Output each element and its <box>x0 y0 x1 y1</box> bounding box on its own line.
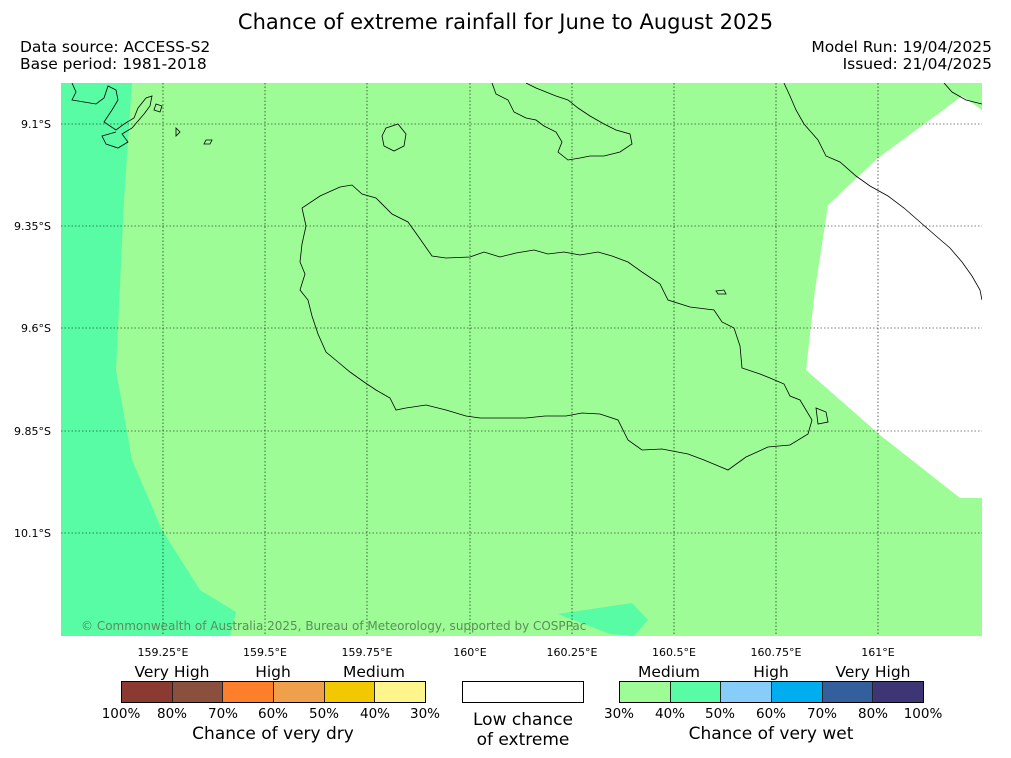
low-chance-line2: of extreme <box>476 730 570 750</box>
lon-label: 159.25°E <box>138 646 189 659</box>
lat-label: 9.1°S <box>21 118 51 131</box>
dry-tick: 30% <box>409 706 441 722</box>
island-main <box>299 184 813 471</box>
lon-label: 160.25°E <box>547 646 598 659</box>
lon-label: 160.5°E <box>652 646 696 659</box>
lat-label: 10.1°S <box>14 527 51 540</box>
coast-far-northeast <box>943 83 982 105</box>
islet-southeast <box>815 407 829 425</box>
run-info: Model Run: 19/04/2025 Issued: 21/04/2025 <box>811 39 992 73</box>
source-info: Data source: ACCESS-S2 Base period: 1981… <box>20 39 210 73</box>
dry-tick: 100% <box>101 706 141 722</box>
lon-label: 160.75°E <box>751 646 802 659</box>
wet-swatch <box>670 682 722 702</box>
lon-label: 159.75°E <box>342 646 393 659</box>
islet-nw-2 <box>175 127 181 137</box>
dry-caption: Chance of very dry <box>192 724 354 744</box>
wet-tick: 30% <box>603 706 635 722</box>
low-chance-caption: Low chance of extreme <box>473 710 573 750</box>
low-chance-line1: Low chance <box>473 710 573 730</box>
dry-swatch <box>122 682 173 702</box>
chart-title: Chance of extreme rainfall for June to A… <box>237 10 774 34</box>
dry-swatch <box>172 682 224 702</box>
wet-swatch <box>873 682 924 702</box>
dry-tick: 80% <box>156 706 188 722</box>
issued-date: Issued: 21/04/2025 <box>842 55 992 73</box>
wet-caption: Chance of very wet <box>688 724 854 744</box>
low-chance-swatch <box>462 681 584 703</box>
high-wet-region-south <box>558 603 648 636</box>
dry-level-medium: Medium <box>343 663 405 681</box>
island-small-north <box>381 123 407 152</box>
wet-tick: 40% <box>654 706 686 722</box>
dry-level-very-high: Very High <box>134 663 210 681</box>
coast-northwest <box>71 83 153 149</box>
wet-swatch <box>620 682 671 702</box>
dry-tick: 50% <box>308 706 340 722</box>
wet-tick: 70% <box>806 706 838 722</box>
dry-tick: 60% <box>257 706 289 722</box>
wet-swatch <box>822 682 874 702</box>
dry-level-high: High <box>255 663 291 681</box>
wet-colorbar <box>619 681 924 703</box>
coast-northeast <box>783 83 982 301</box>
base-period: Base period: 1981-2018 <box>20 55 207 73</box>
wet-level-very-high: Very High <box>835 663 911 681</box>
lat-label: 9.6°S <box>21 322 51 335</box>
dry-swatch <box>375 682 426 702</box>
lon-label: 161°E <box>861 646 894 659</box>
wet-swatch <box>772 682 823 702</box>
coast-north-center <box>491 83 633 161</box>
islet-nw-3 <box>203 139 213 145</box>
lon-label: 160°E <box>453 646 486 659</box>
dry-swatch <box>274 682 325 702</box>
wet-tick: 80% <box>857 706 889 722</box>
wet-tick: 60% <box>755 706 787 722</box>
wet-swatch <box>721 682 773 702</box>
dry-swatch <box>223 682 275 702</box>
wet-level-medium: Medium <box>638 663 700 681</box>
islet-east <box>715 289 727 295</box>
graticule <box>61 83 982 636</box>
dry-colorbar <box>121 681 426 703</box>
lat-label: 9.85°S <box>14 425 51 438</box>
dry-tick: 40% <box>359 706 391 722</box>
islet-nw-1 <box>153 103 163 113</box>
wet-level-high: High <box>753 663 789 681</box>
wet-tick: 50% <box>704 706 736 722</box>
data-source: Data source: ACCESS-S2 <box>20 38 211 56</box>
low-chance-region <box>806 83 982 498</box>
coastline <box>71 83 982 471</box>
dry-tick: 70% <box>207 706 239 722</box>
dry-swatch <box>324 682 376 702</box>
copyright-notice: © Commonwealth of Australia 2025, Bureau… <box>81 619 586 633</box>
wet-tick: 100% <box>903 706 943 722</box>
high-wet-region <box>61 83 236 636</box>
model-run: Model Run: 19/04/2025 <box>811 38 992 56</box>
lat-label: 9.35°S <box>14 220 51 233</box>
lon-label: 159.5°E <box>243 646 287 659</box>
